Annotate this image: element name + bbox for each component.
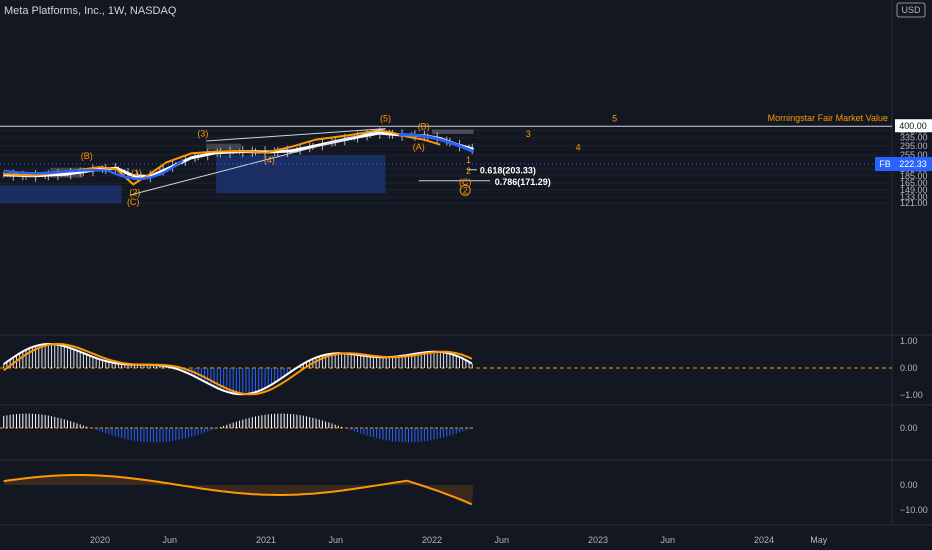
osc-tick-label: −1.00 — [900, 390, 923, 400]
wave-label: (C) — [127, 197, 140, 207]
price-tick-label: 185.00 — [900, 171, 928, 181]
wave-label: (2) — [129, 188, 140, 198]
wave-label: 5 — [612, 114, 617, 124]
fair-value-label: Morningstar Fair Market Value — [768, 113, 888, 123]
wave-label: (1) — [131, 168, 142, 178]
blue-ma-line — [3, 159, 184, 181]
price-tick-label: 255.00 — [900, 150, 928, 160]
wave-label: 2 — [466, 166, 471, 176]
zone — [216, 155, 386, 194]
wave-label: 4 — [576, 142, 581, 152]
wave-label: (A) — [413, 142, 425, 152]
wave-label: (C) — [459, 177, 472, 187]
wave-label: (B) — [418, 122, 430, 132]
wave-label: 2 — [463, 185, 468, 195]
wave-label: (4) — [264, 155, 275, 165]
osc-tick-label: −10.00 — [900, 505, 928, 515]
osc-tick-label: 1.00 — [900, 336, 918, 346]
wave-label: (B) — [81, 151, 93, 161]
blue-ma-line — [398, 132, 475, 153]
time-tick-label: May — [810, 535, 828, 545]
symbol-label: FB — [879, 159, 891, 169]
time-tick-label: Jun — [660, 535, 675, 545]
price-tick-label: 149.00 — [900, 185, 928, 195]
osc-tick-label: 0.00 — [900, 423, 918, 433]
zone — [206, 143, 242, 150]
wave-label: 3 — [526, 129, 531, 139]
last-price-tag — [895, 157, 932, 171]
fair-value-value: 400.00 — [899, 121, 927, 131]
osc3-line — [3, 474, 473, 506]
chart-title: Meta Platforms, Inc., 1W, NASDAQ — [4, 5, 177, 17]
fair-value-tag — [895, 119, 932, 133]
time-tick-label: 2021 — [256, 535, 276, 545]
osc-tick-label: 0.00 — [900, 480, 918, 490]
wave-label: (3) — [197, 129, 208, 139]
price-tick-label: 295.00 — [900, 141, 928, 151]
time-tick-label: Jun — [162, 535, 177, 545]
time-tick-label: Jun — [494, 535, 509, 545]
wave-label: 1 — [466, 155, 471, 165]
last-price-value: 222.33 — [899, 159, 927, 169]
price-tick-label: 335.00 — [900, 133, 928, 143]
time-tick-label: 2023 — [588, 535, 608, 545]
time-tick-label: Jun — [328, 535, 343, 545]
osc3-area — [3, 475, 474, 505]
currency-badge — [896, 2, 926, 18]
price-tick-label: 121.00 — [900, 198, 928, 208]
fib-label: 0.786(171.29) — [495, 177, 551, 187]
time-tick-label: 2024 — [754, 535, 774, 545]
fib-label: 0.618(203.33) — [480, 166, 536, 176]
wave-label: (5) — [380, 114, 391, 124]
currency-label: USD — [901, 5, 921, 15]
trendline — [206, 128, 386, 142]
time-tick-label: 2022 — [422, 535, 442, 545]
ma-series-line — [3, 129, 441, 186]
osc1-signal — [3, 342, 473, 396]
osc-tick-label: 0.00 — [900, 363, 918, 373]
time-tick-label: 2020 — [90, 535, 110, 545]
symbol-tag — [875, 157, 895, 171]
zone — [432, 129, 474, 134]
wave-circle — [459, 184, 471, 196]
price-tick-label: 133.00 — [900, 192, 928, 202]
trendline — [129, 128, 386, 196]
zone — [0, 185, 122, 204]
price-tick-label: 165.00 — [900, 178, 928, 188]
